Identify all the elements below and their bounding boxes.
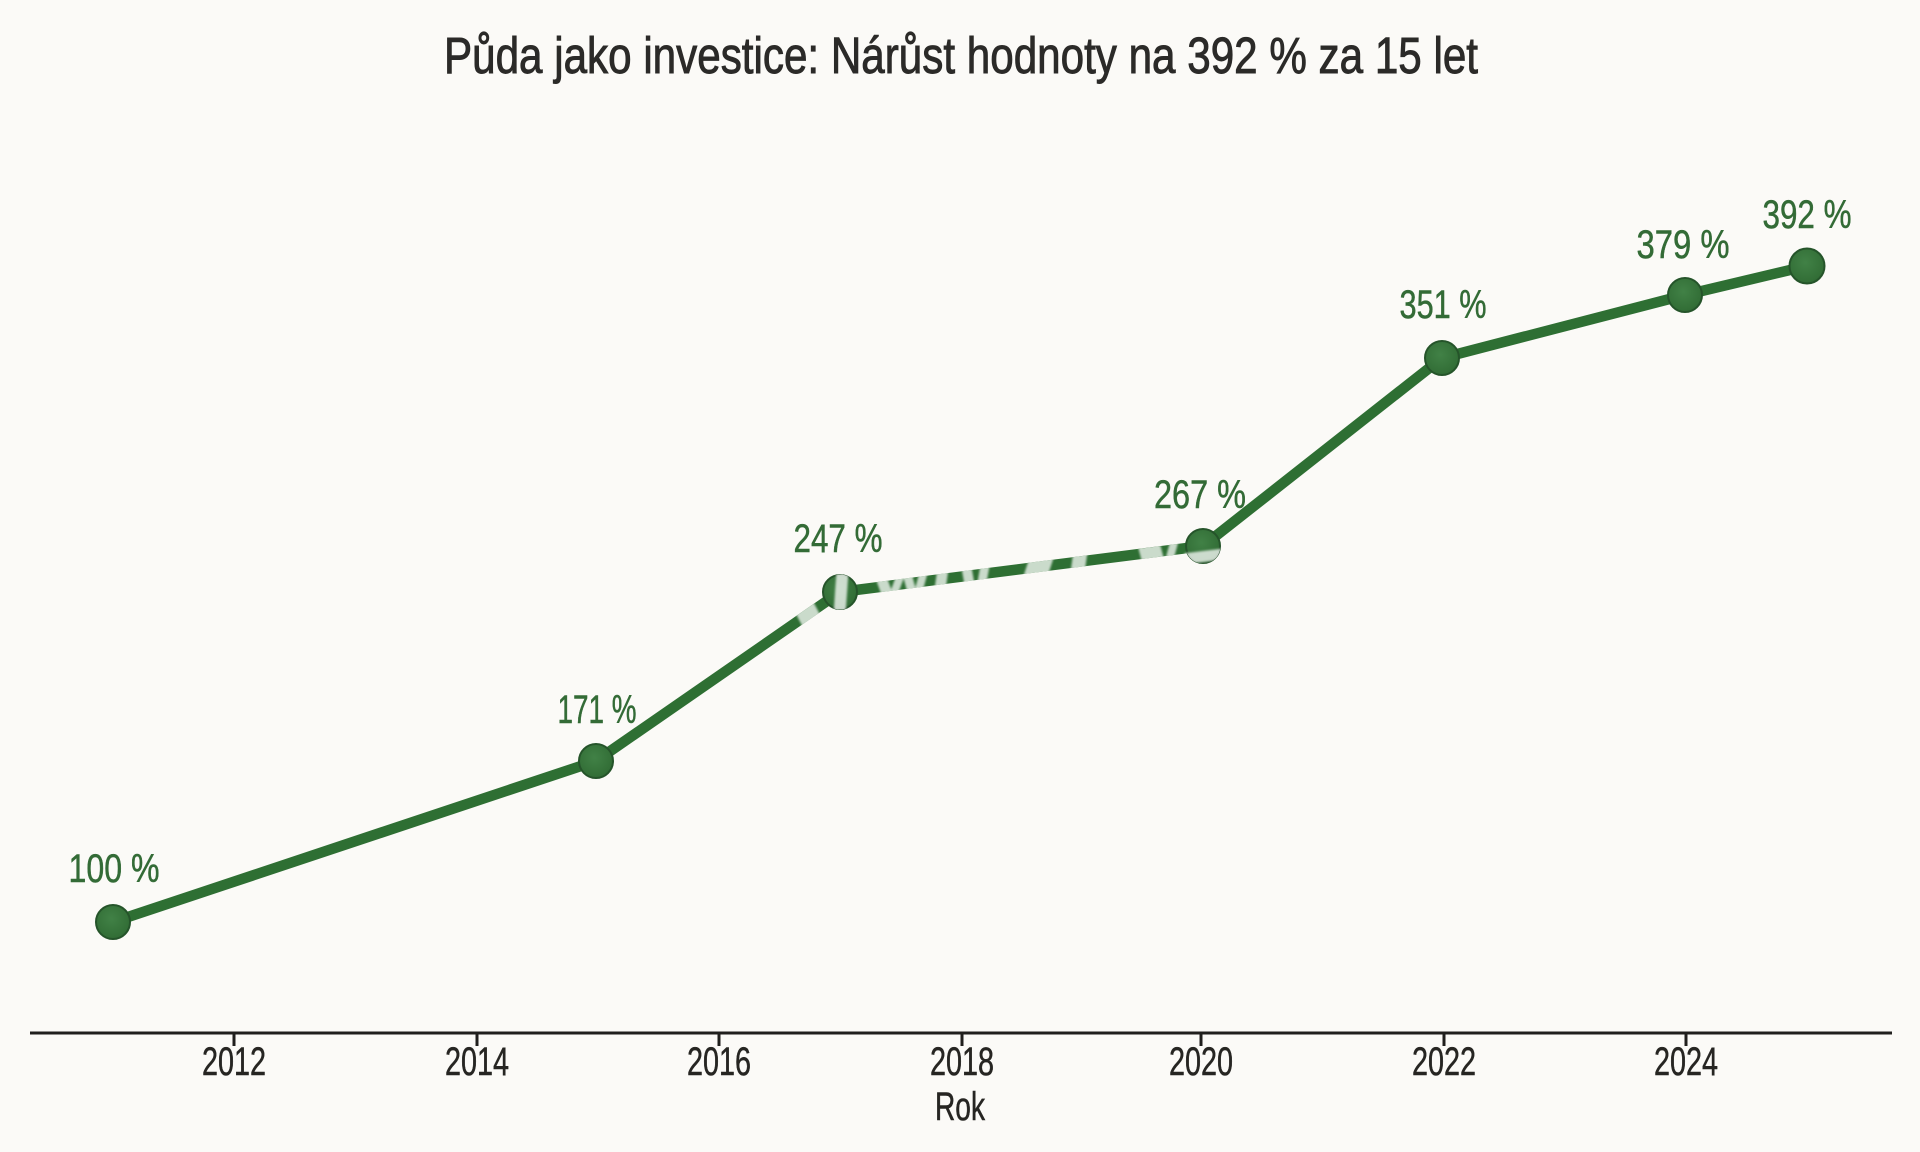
svg-text:392 %: 392 % (1763, 193, 1852, 237)
svg-text:2024: 2024 (1654, 1040, 1718, 1084)
svg-text:2016: 2016 (687, 1040, 751, 1084)
svg-text:171 %: 171 % (558, 688, 637, 732)
svg-text:247 %: 247 % (794, 517, 883, 561)
svg-text:2012: 2012 (202, 1040, 266, 1084)
svg-text:2018: 2018 (930, 1040, 994, 1084)
svg-text:379 %: 379 % (1637, 223, 1730, 267)
svg-text:267 %: 267 % (1154, 473, 1246, 517)
svg-text:2020: 2020 (1169, 1040, 1233, 1084)
svg-text:Půda jako investice: Nárůst ho: Půda jako investice: Nárůst hodnoty na 3… (444, 27, 1478, 84)
svg-text:Rok: Rok (935, 1085, 986, 1129)
svg-text:2014: 2014 (445, 1040, 509, 1084)
svg-text:351 %: 351 % (1400, 283, 1487, 327)
svg-text:2022: 2022 (1412, 1040, 1476, 1084)
svg-text:100 %: 100 % (69, 847, 160, 891)
